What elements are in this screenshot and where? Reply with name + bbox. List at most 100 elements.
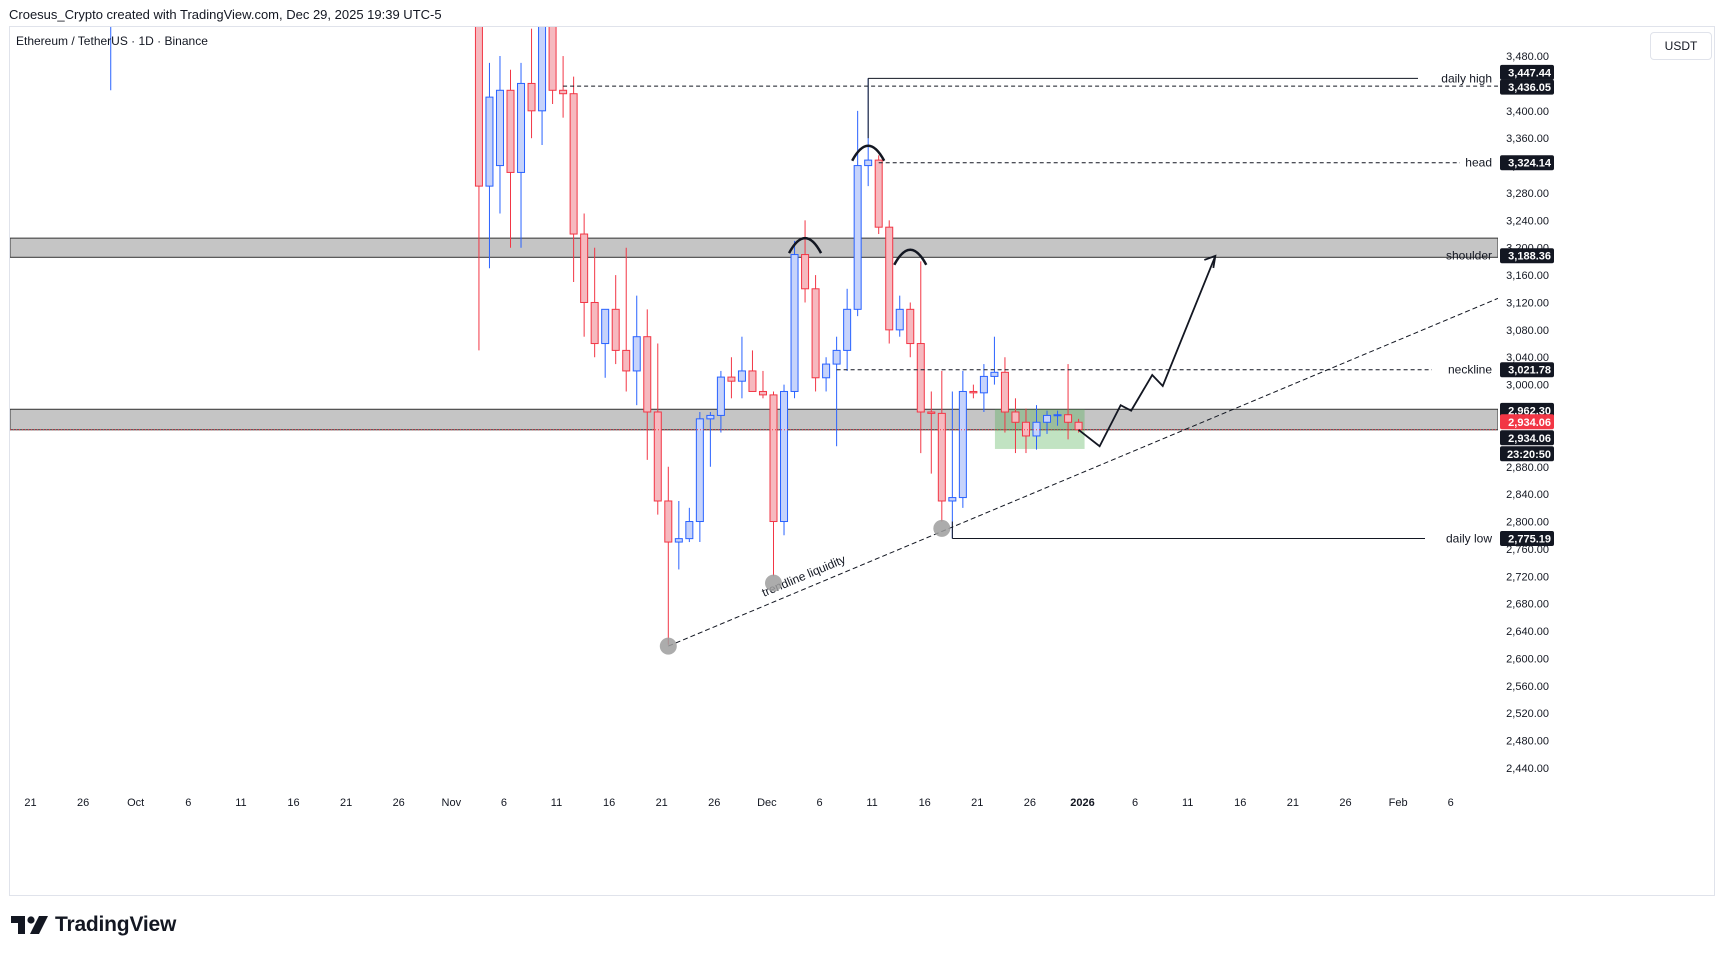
candle-body bbox=[1043, 414, 1052, 423]
candle-2025-12-17 bbox=[937, 370, 946, 522]
y-tick-label: 3,080.00 bbox=[1506, 325, 1549, 337]
candle-2025-11-14 bbox=[590, 247, 599, 358]
y-tick-label: 3,160.00 bbox=[1506, 270, 1549, 282]
candle-body bbox=[664, 500, 673, 543]
candle-2025-11-19 bbox=[643, 309, 652, 460]
x-tick-label: 11 bbox=[551, 797, 562, 809]
x-tick-label: Feb bbox=[1389, 797, 1408, 809]
price-tag-7: 2,934.06 bbox=[1508, 433, 1551, 445]
pattern-arc-0 bbox=[787, 236, 823, 254]
tradingview-logo[interactable]: TradingView bbox=[11, 913, 176, 937]
y-tick-label: 3,040.00 bbox=[1506, 352, 1549, 364]
level-label-shoulder: shoulder bbox=[1446, 249, 1492, 263]
candle-body bbox=[864, 159, 873, 167]
zone-band-0 bbox=[10, 237, 1498, 258]
x-tick-label: 6 bbox=[816, 797, 822, 809]
candle-body bbox=[548, 27, 557, 91]
candle-2025-12-21 bbox=[979, 364, 988, 412]
candle-body bbox=[948, 497, 957, 502]
x-tick-label: 21 bbox=[24, 797, 36, 809]
chart-frame bbox=[9, 26, 1715, 896]
candle-body bbox=[611, 308, 620, 351]
candle-body bbox=[801, 254, 810, 290]
candle-2025-11-04 bbox=[485, 62, 494, 269]
candle-body bbox=[569, 93, 578, 235]
price-tag-4: 3,021.78 bbox=[1508, 365, 1551, 377]
x-tick-label: 26 bbox=[77, 797, 89, 809]
candle-2025-12-18 bbox=[948, 391, 957, 539]
candle-2025-12-09 bbox=[853, 110, 862, 317]
candle-body bbox=[853, 165, 862, 310]
tradingview-logo-icon bbox=[11, 916, 48, 934]
price-tag-bg bbox=[1500, 430, 1554, 446]
candle-body bbox=[495, 89, 504, 167]
x-tick-label: 16 bbox=[287, 797, 299, 809]
candle-body bbox=[969, 390, 978, 394]
candle-2025-12-05 bbox=[811, 275, 820, 392]
candle-2025-12-27 bbox=[1043, 410, 1052, 434]
candle-body bbox=[843, 308, 852, 351]
y-tick-label: 2,560.00 bbox=[1506, 681, 1549, 693]
price-tag-2: 3,324.14 bbox=[1508, 158, 1552, 170]
y-tick-label: 3,280.00 bbox=[1506, 188, 1549, 200]
price-tag-1: 3,436.05 bbox=[1508, 82, 1551, 94]
y-tick-label: 2,440.00 bbox=[1506, 763, 1549, 775]
x-tick-label: 26 bbox=[393, 797, 405, 809]
candle-2025-11-03 bbox=[474, 27, 483, 351]
candle-body bbox=[822, 363, 831, 379]
projected-path bbox=[1078, 255, 1217, 448]
candle-2025-12-28 bbox=[1053, 410, 1062, 426]
candle-body bbox=[1074, 421, 1083, 431]
candle-body bbox=[758, 390, 767, 396]
price-tag-bg bbox=[1500, 402, 1554, 418]
candle-body bbox=[895, 308, 904, 331]
x-tick-label: 16 bbox=[603, 797, 615, 809]
candle-body bbox=[1000, 371, 1009, 413]
candle-body bbox=[517, 82, 526, 173]
x-tick-label: 21 bbox=[971, 797, 983, 809]
x-tick-label: 26 bbox=[1024, 797, 1036, 809]
candle-2025-12-13 bbox=[895, 295, 904, 337]
candle-2025-12-12 bbox=[885, 220, 894, 344]
candle-2025-11-27 bbox=[727, 357, 736, 399]
candle-2025-11-12 bbox=[569, 76, 578, 282]
candle-2025-12-03 bbox=[790, 240, 799, 399]
candle-body bbox=[527, 82, 536, 112]
x-tick-label: 16 bbox=[1234, 797, 1246, 809]
candle-body bbox=[906, 308, 915, 345]
price-tag-bg bbox=[1500, 79, 1554, 95]
candle-body bbox=[716, 376, 725, 416]
price-tag-bg bbox=[1500, 155, 1554, 171]
candle-2025-12-19 bbox=[958, 370, 967, 508]
candle-2025-11-20 bbox=[653, 343, 662, 515]
candle-2025-12-07 bbox=[832, 336, 841, 447]
brand-name: TradingView bbox=[55, 913, 177, 936]
candle-2025-12-02 bbox=[780, 384, 789, 536]
candle-2025-12-25 bbox=[1021, 408, 1030, 454]
level-label-head: head bbox=[1465, 156, 1492, 170]
y-tick-label: 3,400.00 bbox=[1506, 106, 1549, 118]
candle-body bbox=[916, 343, 925, 413]
candle-body bbox=[632, 336, 641, 372]
candle-2025-12-06 bbox=[822, 357, 831, 392]
candle-body bbox=[780, 390, 789, 523]
price-tag-8: 2,775.19 bbox=[1508, 534, 1551, 546]
currency-button[interactable]: USDT bbox=[1650, 32, 1712, 60]
candle-2025-12-22 bbox=[990, 336, 999, 385]
symbol-title[interactable]: Ethereum / TetherUS · 1D · Binance bbox=[16, 34, 208, 48]
price-tag-bg bbox=[1500, 248, 1554, 264]
candle-2025-12-24 bbox=[1011, 398, 1020, 454]
candle-2025-12-08 bbox=[843, 288, 852, 371]
x-tick-label: 6 bbox=[1132, 797, 1138, 809]
candle-body bbox=[674, 538, 683, 543]
price-tag-bg bbox=[1500, 531, 1554, 547]
y-tick-label: 2,520.00 bbox=[1506, 708, 1549, 720]
candle-2025-12-14 bbox=[906, 302, 915, 358]
candle-body bbox=[1032, 421, 1041, 437]
candle-body bbox=[979, 375, 988, 394]
candle-2025-11-30 bbox=[758, 370, 767, 399]
candle-2025-11-05 bbox=[495, 56, 504, 214]
price-tag-bg bbox=[1500, 414, 1554, 430]
price-tag-0: 3,447.44 bbox=[1508, 67, 1552, 79]
